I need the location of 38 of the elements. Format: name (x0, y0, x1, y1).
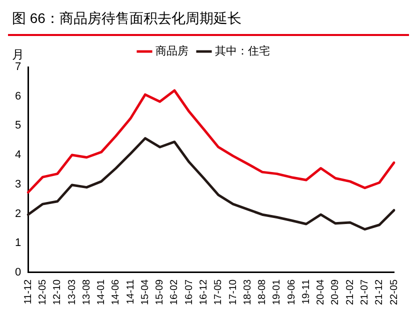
x-tick-label: 12-05 (38, 278, 49, 305)
y-tick-label: 6 (14, 90, 22, 102)
y-tick-label: 3 (14, 178, 22, 190)
x-tick-label: 16-07 (184, 278, 195, 305)
chart-title: 图 66：商品房待售面积去化周期延长 (8, 8, 409, 36)
x-tick-label: 22-05 (388, 278, 400, 305)
x-tick-label: 16-12 (198, 278, 210, 305)
y-tick-label: 4 (14, 149, 22, 162)
x-tick-label: 19-06 (286, 278, 298, 305)
legend-label: 商品房 (156, 44, 188, 58)
y-tick-label: 0 (14, 266, 22, 278)
legend-label: 其中：住宅 (215, 44, 270, 58)
x-tick-label: 21-02 (344, 278, 356, 305)
x-tick-label: 13-08 (81, 278, 92, 305)
y-tick-label: 1 (14, 237, 22, 250)
x-tick-label: 12-10 (52, 278, 64, 305)
x-tick-label: 14-06 (110, 278, 122, 305)
x-tick-label: 21-07 (359, 278, 370, 305)
x-tick-label: 18-03 (242, 278, 254, 305)
x-tick-label: 21-12 (374, 278, 386, 305)
x-tick-label: 16-02 (169, 278, 180, 305)
x-tick-label: 17-10 (228, 278, 239, 305)
y-tick-label: 7 (14, 61, 22, 74)
x-tick-label: 11-12 (22, 278, 34, 304)
x-tick-label: 14-01 (96, 278, 108, 305)
x-tick-label: 14-11 (125, 278, 136, 304)
y-axis-title: 月 (12, 47, 24, 62)
x-tick-label: 19-11 (300, 278, 312, 304)
y-tick-label: 5 (14, 120, 22, 132)
x-tick-label: 17-05 (213, 278, 224, 305)
x-tick-label: 15-09 (154, 278, 166, 305)
y-tick-label: 2 (14, 208, 22, 220)
x-tick-label: 20-09 (330, 278, 342, 305)
x-tick-label: 19-01 (272, 278, 283, 305)
x-tick-label: 20-04 (316, 278, 327, 305)
x-tick-label: 13-03 (66, 278, 78, 305)
x-tick-label: 15-04 (140, 278, 151, 305)
x-tick-label: 18-08 (257, 278, 268, 305)
